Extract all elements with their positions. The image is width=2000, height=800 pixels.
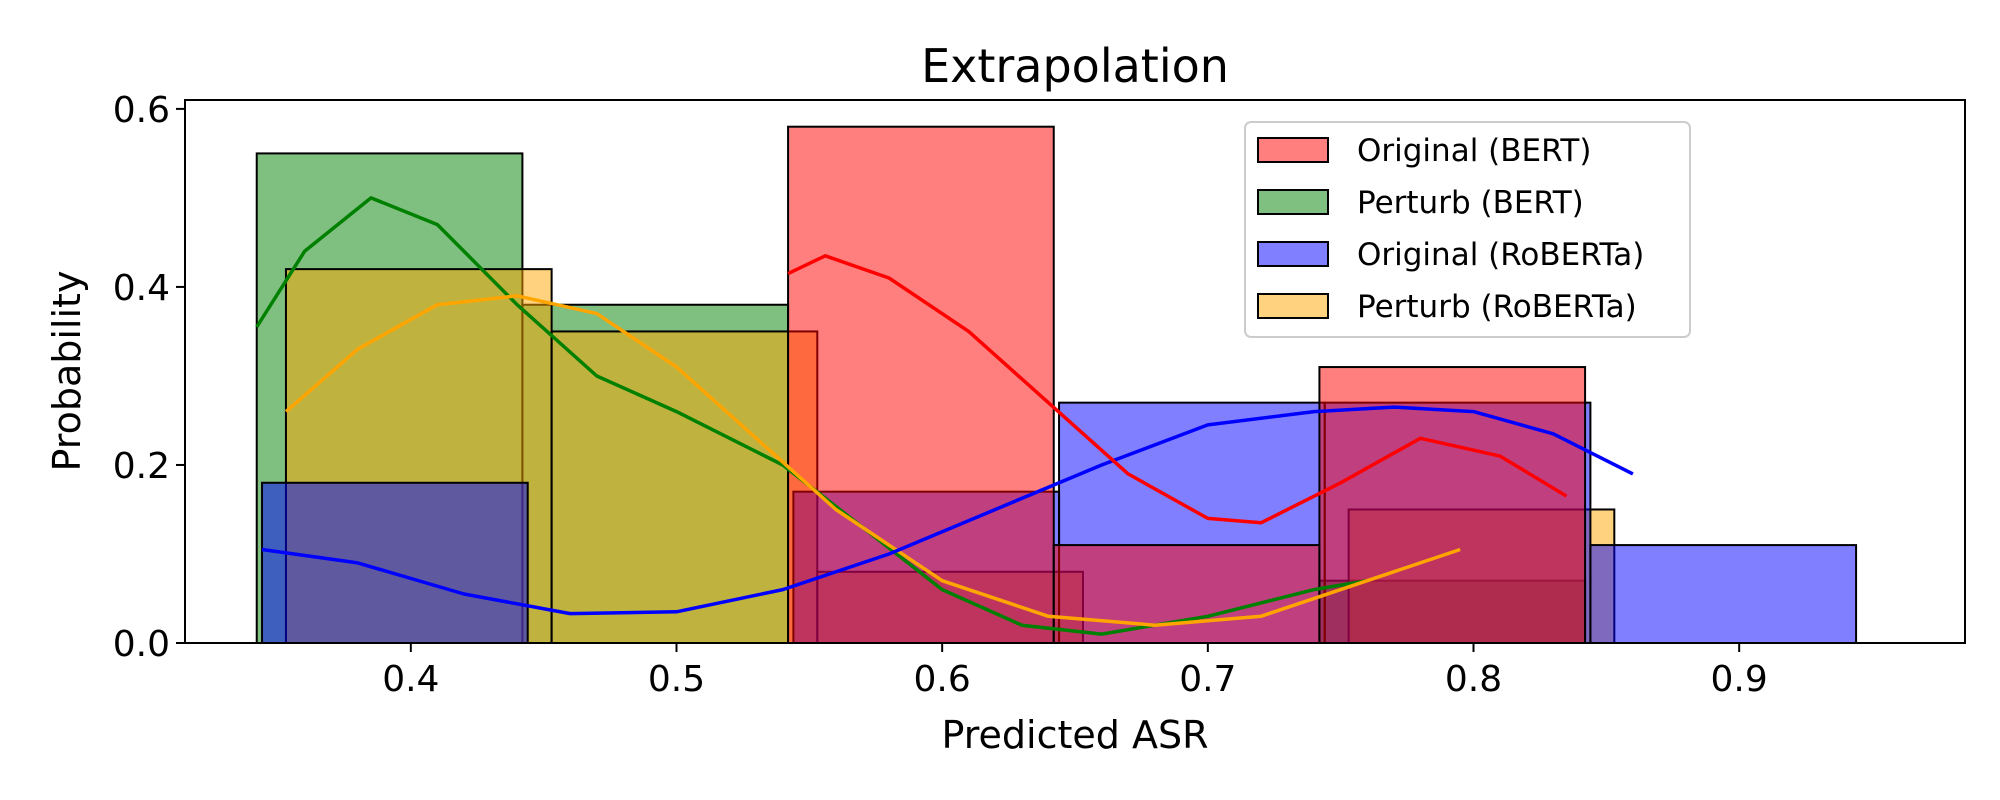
- legend-swatch-original-roberta: [1257, 241, 1329, 267]
- y-tick-label: 0.6: [113, 90, 170, 131]
- y-tick-label: 0.2: [113, 446, 170, 487]
- legend-swatch-perturb-bert: [1257, 189, 1329, 215]
- y-tick-label: 0.0: [113, 624, 170, 665]
- x-axis-label: Predicted ASR: [942, 713, 1209, 757]
- legend-label-original-roberta: Original (RoBERTa): [1357, 237, 1644, 273]
- legend-swatch-original-bert: [1257, 137, 1329, 163]
- kde-line-original-roberta: [261, 405, 1634, 616]
- x-tick-label: 0.9: [1711, 659, 1768, 700]
- x-tick-label: 0.7: [1179, 659, 1236, 700]
- bar-original-roberta-5: [1589, 544, 1858, 644]
- legend-frame: [1244, 121, 1691, 338]
- series-original-bert: [787, 125, 1587, 645]
- bar-original-bert-0: [787, 125, 1055, 645]
- legend: Original (BERT) Perturb (BERT) Original (R…: [1244, 121, 1691, 338]
- x-tick-label: 0.6: [914, 659, 971, 700]
- kde-line-perturb-roberta: [284, 294, 1461, 627]
- y-tick-label: 0.4: [113, 268, 170, 309]
- bar-perturb-roberta-1: [550, 330, 819, 644]
- legend-swatch-perturb-roberta: [1257, 293, 1329, 319]
- bar-original-bert-2: [1318, 366, 1587, 644]
- x-tick-label: 0.4: [382, 659, 439, 700]
- legend-label-perturb-roberta: Perturb (RoBERTa): [1357, 289, 1637, 325]
- x-tick-label: 0.8: [1445, 659, 1502, 700]
- chart-title: Extrapolation: [921, 39, 1229, 93]
- kde-line-original-bert: [787, 254, 1568, 525]
- x-tick-label: 0.5: [648, 659, 705, 700]
- legend-label-perturb-bert: Perturb (BERT): [1357, 185, 1584, 221]
- y-axis-label: Probability: [45, 271, 89, 472]
- plot-area: [255, 125, 1858, 645]
- bar-original-bert-1: [1052, 544, 1321, 644]
- axis-ticks: 0.4 0.5 0.6 0.7 0.8 0.9 0.0 0.2 0.4 0.6: [113, 90, 1768, 700]
- legend-label-original-bert: Original (BERT): [1357, 133, 1591, 169]
- bar-original-roberta-0: [261, 481, 529, 644]
- plot-frame: [184, 99, 1966, 644]
